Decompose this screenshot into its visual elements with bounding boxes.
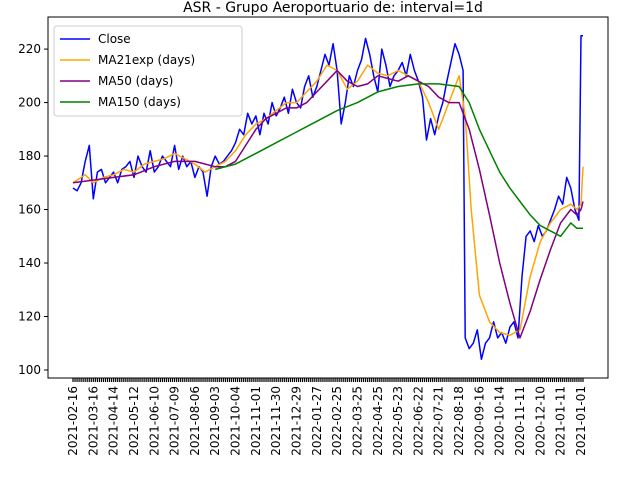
x-tick-label: 2021-08-06 (188, 386, 202, 456)
legend-label-ma21exp: MA21exp (days) (98, 53, 195, 67)
x-tick-label: 2022-03-25 (350, 386, 364, 456)
x-tick-label: 2021-12-29 (290, 386, 304, 456)
legend: Close MA21exp (days) MA50 (days) MA150 (… (53, 25, 243, 117)
series-lines (72, 34, 584, 361)
x-tick-label: 2022-06-22 (411, 386, 425, 456)
x-tick-label: 2022-01-27 (310, 386, 324, 456)
x-tick-label: 2021-09-03 (208, 386, 222, 456)
legend-label-close: Close (98, 32, 131, 46)
y-tick-label: 160 (18, 203, 41, 217)
x-tick-label: 2021-03-16 (86, 386, 100, 456)
series-line-ma50-days (72, 69, 584, 339)
x-tick-label: 2021-06-10 (147, 386, 161, 456)
legend-box (53, 25, 243, 117)
x-tick-label: 2021-01-01 (574, 386, 588, 456)
x-tick-label: 2021-05-12 (127, 386, 141, 456)
y-tick-label: 100 (18, 363, 41, 377)
x-tick-label: 2021-11-30 (269, 386, 283, 456)
x-tick-label: 2022-05-23 (391, 386, 405, 456)
x-tick-label: 2021-01-11 (554, 386, 568, 456)
x-tick-label: 2021-10-04 (229, 386, 243, 456)
x-axis-ticks: 2021-02-16 2021-03-16 2021-04-14 2021-05-12… (66, 378, 588, 456)
x-tick-label: 2020-12-10 (533, 386, 547, 456)
x-tick-label: 2022-04-25 (371, 386, 385, 456)
series-line-ma150-days (215, 83, 583, 238)
y-tick-label: 120 (18, 309, 41, 323)
y-tick-label: 200 (18, 96, 41, 110)
y-axis-ticks: 100 120 140 160 180 200 220 (18, 42, 48, 377)
chart-title: ASR - Grupo Aeroportuario de: interval=1… (183, 0, 483, 16)
legend-label-ma50: MA50 (days) (98, 74, 173, 88)
x-tick-label: 2022-07-21 (432, 386, 446, 456)
x-tick-label: 2021-07-09 (168, 386, 182, 456)
y-tick-label: 180 (18, 149, 41, 163)
y-tick-label: 140 (18, 256, 41, 270)
x-tick-label: 2020-09-16 (472, 386, 486, 456)
plot-frame (47, 16, 609, 379)
x-tick-label: 2020-10-14 (493, 386, 507, 456)
x-tick-label: 2022-08-18 (452, 386, 466, 456)
x-tick-label: 2021-04-14 (107, 386, 121, 456)
x-tick-label: 2022-02-25 (330, 386, 344, 456)
legend-label-ma150: MA150 (days) (98, 95, 181, 109)
x-tick-label: 2021-02-16 (66, 386, 80, 456)
x-tick-label: 2020-11-11 (513, 386, 527, 456)
y-tick-label: 220 (18, 42, 41, 56)
x-tick-label: 2021-11-01 (249, 386, 263, 456)
series-line-ma21exp-days (72, 64, 584, 336)
